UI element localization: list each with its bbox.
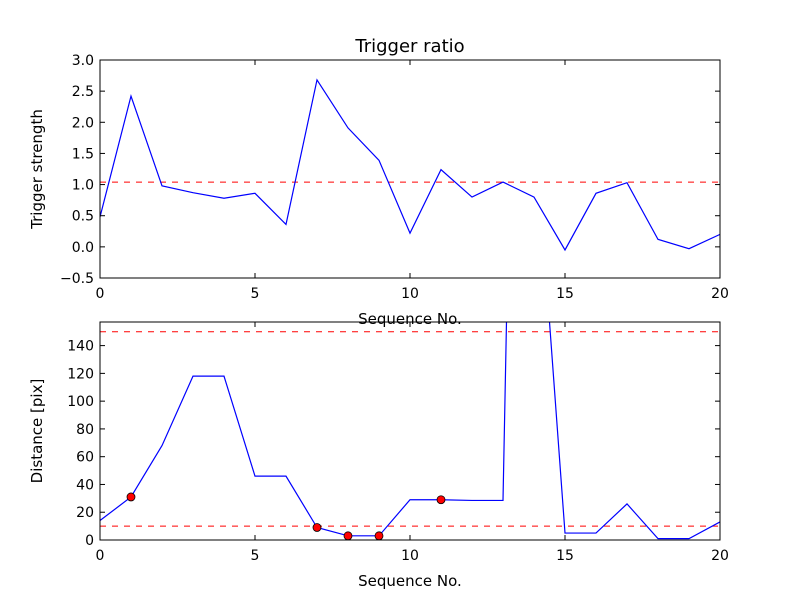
bottom-y-axis-label: Distance [pix] — [28, 379, 46, 484]
bottom-x-tick-label-3: 15 — [556, 548, 574, 564]
bottom-y-tick-label-4: 80 — [76, 422, 94, 438]
bottom-x-tick-label-0: 0 — [96, 548, 105, 564]
bottom-marker-1 — [312, 523, 322, 532]
top-y-tick-label-2: 0.5 — [72, 209, 94, 225]
top-y-tick-label-4: 1.5 — [72, 146, 94, 162]
bottom-marker-2 — [343, 531, 353, 540]
bottom-y-tick-label-7: 140 — [67, 339, 94, 355]
top-y-tick-label-6: 2.5 — [72, 84, 94, 100]
bottom-y-tick-label-3: 60 — [76, 450, 94, 466]
bottom-marker-3 — [374, 531, 384, 540]
top-x-tick-label-2: 10 — [401, 286, 419, 302]
bottom-plot-area — [100, 322, 720, 540]
top-y-tick-label-5: 2.0 — [72, 115, 94, 131]
bottom-y-tick-label-0: 0 — [85, 533, 94, 549]
top-plot-area — [100, 60, 720, 278]
bottom-y-tick-label-2: 40 — [76, 477, 94, 493]
top-y-axis-label: Trigger strength — [28, 109, 46, 230]
top-chart-title: Trigger ratio — [354, 36, 464, 57]
bottom-subplot: 0 5 10 15 20 0 20 40 60 80 100 120 140 Sequence No. Di… — [28, 321, 729, 590]
top-y-tick-label-0: −0.5 — [60, 271, 94, 287]
top-y-tick-label-3: 1.0 — [72, 178, 94, 194]
bottom-marker-4 — [436, 495, 446, 505]
top-x-tick-label-0: 0 — [96, 286, 105, 302]
bottom-x-axis-label: Sequence No. — [358, 572, 462, 590]
bottom-x-tick-label-4: 20 — [711, 548, 729, 564]
bottom-y-tick-label-6: 120 — [67, 366, 94, 382]
bottom-marker-0 — [126, 492, 136, 502]
charts-container: 0 5 10 15 20 −0.5 0.0 0.5 1.0 1.5 2.0 2.5 3.0 Trigger… — [28, 36, 729, 590]
bottom-y-tick-label-1: 20 — [76, 505, 94, 521]
top-y-tick-label-1: 0.0 — [72, 240, 94, 256]
top-x-axis-label: Sequence No. — [358, 310, 462, 328]
top-x-tick-label-3: 15 — [556, 286, 574, 302]
top-subplot: 0 5 10 15 20 −0.5 0.0 0.5 1.0 1.5 2.0 2.5 3.0 Trigger… — [28, 36, 729, 302]
bottom-x-tick-label-1: 5 — [251, 548, 260, 564]
bottom-y-tick-label-5: 100 — [67, 394, 94, 410]
top-plot-content — [100, 78, 720, 252]
top-series-line-0 — [100, 78, 720, 252]
top-x-tick-label-1: 5 — [251, 286, 260, 302]
top-x-tick-label-4: 20 — [711, 286, 729, 302]
bottom-x-tick-label-2: 10 — [401, 548, 419, 564]
bottom-plot-content — [100, 322, 720, 540]
top-y-tick-label-7: 3.0 — [72, 53, 94, 69]
